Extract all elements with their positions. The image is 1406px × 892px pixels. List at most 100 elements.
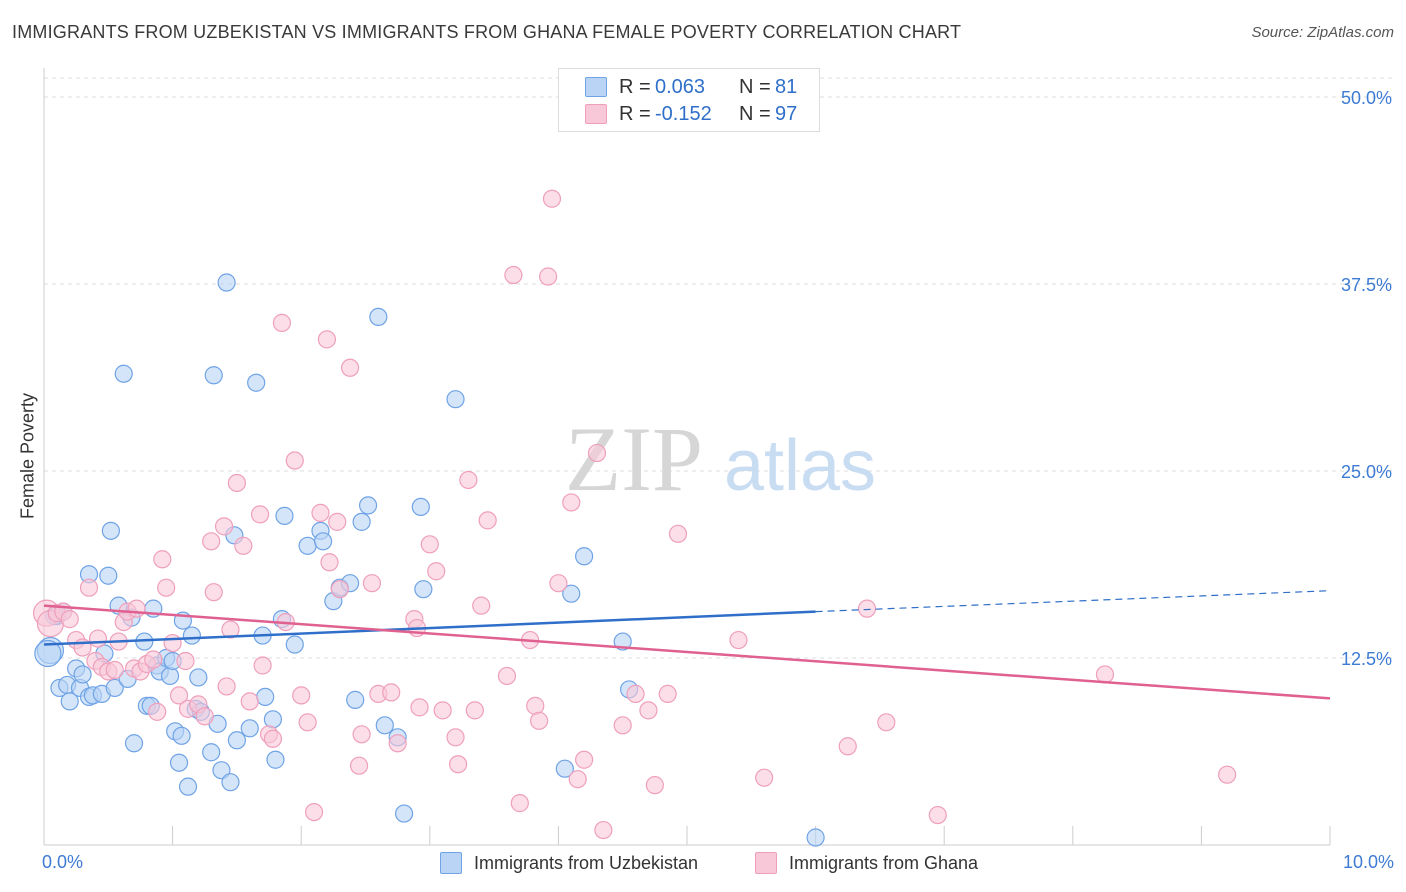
ghana-point bbox=[562, 493, 581, 512]
uzbekistan-point bbox=[414, 580, 433, 599]
y-tick-label: 50.0% bbox=[1341, 88, 1392, 108]
chart-source: Source: ZipAtlas.com bbox=[1251, 24, 1394, 41]
ghana-point bbox=[626, 684, 645, 704]
ghana-point bbox=[352, 725, 371, 744]
uzbekistan-point bbox=[446, 390, 465, 409]
ghana-point bbox=[320, 553, 339, 572]
ghana-point bbox=[568, 770, 587, 789]
trend-lines bbox=[43, 590, 1331, 700]
uzbekistan-point bbox=[34, 639, 62, 668]
ghana-point bbox=[645, 776, 664, 795]
ghana-point bbox=[240, 692, 259, 711]
ghana-point bbox=[304, 802, 324, 822]
ghana-point bbox=[340, 358, 360, 377]
ghana-point bbox=[60, 610, 79, 629]
uzbekistan-point bbox=[202, 743, 221, 762]
chart-title: IMMIGRANTS FROM UZBEKISTAN VS IMMIGRANTS… bbox=[12, 22, 962, 42]
ghana-point bbox=[526, 696, 545, 715]
uzbekistan-point bbox=[266, 750, 285, 769]
uzbekistan-point bbox=[178, 777, 198, 796]
uzbekistan-point bbox=[275, 506, 294, 525]
bottom-legend-swatch-uzbekistan bbox=[440, 852, 462, 874]
uzbekistan-point bbox=[189, 668, 208, 687]
ghana-point bbox=[1218, 765, 1237, 784]
ghana-point bbox=[298, 713, 317, 732]
ghana-point bbox=[163, 633, 182, 653]
watermark: ZIP atlas bbox=[565, 408, 876, 510]
uzbekistan-point bbox=[575, 547, 594, 566]
uzbekistan-point bbox=[240, 719, 259, 738]
ghana-point bbox=[330, 580, 349, 599]
ghana-point bbox=[144, 650, 163, 669]
ghana-point bbox=[838, 737, 857, 756]
ghana-point bbox=[433, 701, 452, 720]
ghana-point bbox=[877, 713, 896, 732]
ghana-point bbox=[427, 562, 446, 581]
ghana-point bbox=[253, 656, 272, 675]
ghana-point bbox=[446, 728, 465, 747]
ghana-point bbox=[639, 701, 658, 720]
ghana-point bbox=[478, 511, 497, 530]
ghana-point bbox=[148, 702, 167, 721]
ghana-point bbox=[217, 677, 236, 696]
uzbekistan-point bbox=[169, 753, 189, 772]
legend-r-value: 0.063 bbox=[655, 75, 706, 98]
ghana-trend-line bbox=[43, 604, 1331, 700]
legend-swatch-ghana bbox=[585, 104, 607, 124]
uzbekistan-point bbox=[411, 497, 430, 517]
bottom-legend-ghana: Immigrants from Ghana bbox=[755, 852, 978, 874]
uzbekistan-point bbox=[806, 828, 825, 847]
gridlines bbox=[44, 77, 1392, 659]
ghana-point bbox=[250, 505, 270, 524]
uzbekistan-point bbox=[217, 273, 236, 292]
uzbekistan-point bbox=[247, 373, 266, 392]
bottom-legend-label-ghana: Immigrants from Ghana bbox=[789, 852, 979, 873]
watermark-zip: ZIP bbox=[565, 408, 703, 510]
ghana-point bbox=[292, 686, 311, 705]
ghana-point bbox=[613, 716, 632, 735]
ghana-point bbox=[472, 596, 491, 615]
uzbekistan-point bbox=[182, 626, 201, 645]
legend-n-label: N = bbox=[739, 102, 771, 125]
ghana-point bbox=[668, 524, 688, 543]
ghana-point bbox=[388, 734, 407, 753]
legend-row-uzbekistan: R = 0.063 N = 81 bbox=[585, 75, 797, 99]
ghana-point bbox=[928, 805, 947, 825]
ghana-point bbox=[157, 578, 176, 597]
ghana-point bbox=[755, 768, 774, 787]
ghana-point bbox=[542, 189, 562, 208]
legend-swatch-uzbekistan bbox=[585, 77, 607, 97]
uzbekistan-point bbox=[172, 726, 191, 745]
ghana-point bbox=[127, 599, 146, 618]
ghana-point bbox=[195, 707, 214, 726]
uzbekistan-point bbox=[204, 366, 223, 385]
ghana-point bbox=[465, 701, 484, 720]
x-tick-min: 0.0% bbox=[42, 852, 84, 872]
uzbekistan-point bbox=[562, 584, 581, 603]
ghana-point bbox=[658, 684, 677, 704]
ghana-point bbox=[539, 267, 558, 286]
ghana-point bbox=[459, 470, 478, 490]
uzbekistan-point bbox=[358, 496, 378, 515]
uzbekistan-point bbox=[298, 536, 317, 555]
legend-row-ghana: R = -0.152 N = 97 bbox=[585, 102, 797, 126]
ghana-point bbox=[79, 578, 99, 597]
uzbekistan-point bbox=[105, 678, 124, 698]
uzbekistan-point bbox=[221, 773, 240, 792]
uzbekistan-point bbox=[285, 635, 304, 654]
ghana-point bbox=[504, 265, 523, 285]
legend-r-value: -0.152 bbox=[655, 102, 712, 125]
y-axis-label: Female Poverty bbox=[17, 392, 38, 520]
ghana-point bbox=[382, 683, 401, 702]
x-tick-max: 10.0% bbox=[1342, 852, 1394, 872]
uzbekistan-point bbox=[60, 692, 79, 711]
ghana-point bbox=[214, 517, 234, 536]
uzbekistan-point bbox=[375, 716, 394, 735]
ghana-point bbox=[285, 451, 304, 470]
ghana-points bbox=[32, 189, 1237, 840]
ghana-point bbox=[729, 630, 748, 650]
legend-n-value: 97 bbox=[775, 102, 798, 125]
uzbekistan-trend-line bbox=[43, 610, 816, 646]
ghana-point bbox=[263, 729, 283, 748]
ghana-point bbox=[153, 550, 172, 569]
